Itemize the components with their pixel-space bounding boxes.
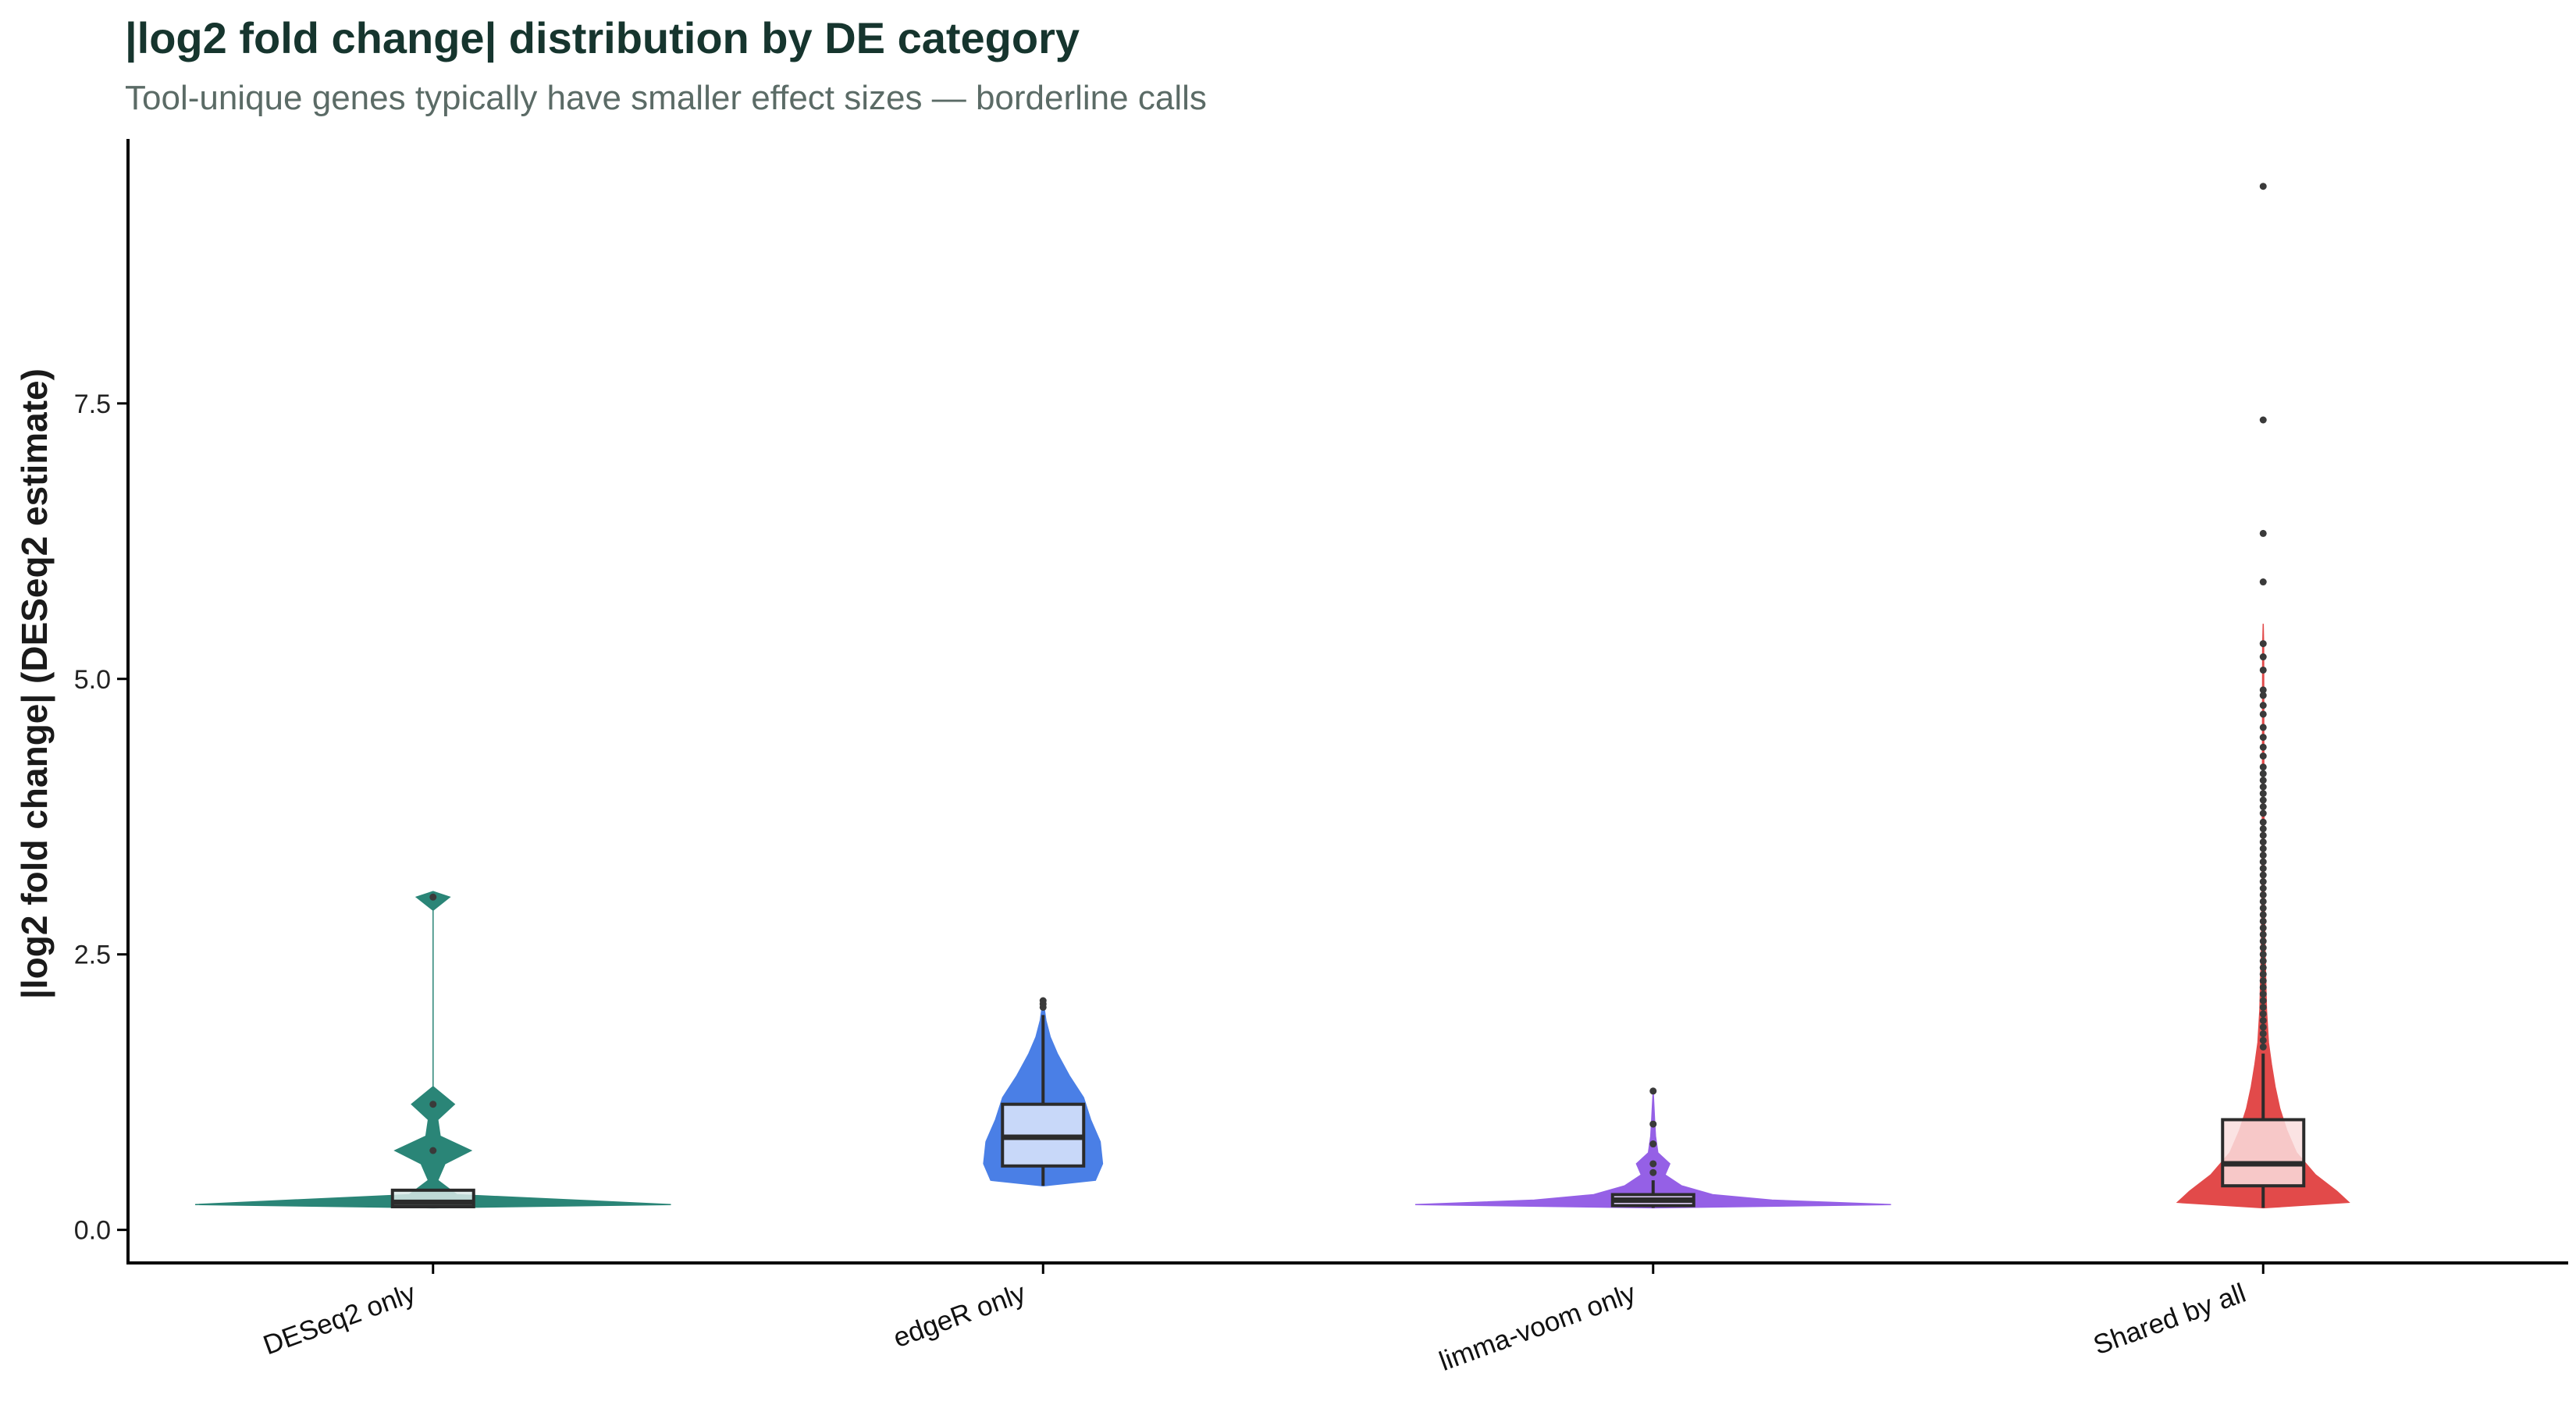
outlier-point-limma-voom-only [1649,1120,1657,1128]
outlier-point-shared-by-all [2259,809,2267,817]
outlier-point-shared-by-all [2259,977,2267,985]
outlier-point-shared-by-all [2259,984,2267,991]
outlier-point-shared-by-all [2259,1016,2267,1024]
outlier-point-limma-voom-only [1649,1087,1657,1095]
outlier-point-deseq2-only [429,893,437,901]
outlier-point-shared-by-all [2259,743,2267,751]
outlier-point-shared-by-all [2259,640,2267,648]
outlier-point-shared-by-all [2259,752,2267,760]
x-tick-label-edger-only: edgeR only [889,1278,1030,1353]
outlier-point-shared-by-all [2259,924,2267,932]
outlier-point-shared-by-all [2259,416,2267,424]
outlier-point-shared-by-all [2259,898,2267,905]
outlier-point-shared-by-all [2259,878,2267,886]
outlier-point-shared-by-all [2259,686,2267,694]
outlier-point-shared-by-all [2259,884,2267,892]
outlier-point-shared-by-all [2259,944,2267,951]
x-tick-label-limma-voom-only: limma-voom only [1436,1278,1640,1377]
outlier-point-shared-by-all [2259,796,2267,804]
outlier-point-shared-by-all [2259,865,2267,873]
outlier-point-shared-by-all [2259,825,2267,833]
outlier-point-shared-by-all [2259,1030,2267,1037]
outlier-point-shared-by-all [2259,777,2267,784]
outlier-point-shared-by-all [2259,911,2267,919]
outlier-point-shared-by-all [2259,904,2267,912]
outlier-point-shared-by-all [2259,838,2267,846]
outlier-point-shared-by-all [2259,1023,2267,1031]
outlier-point-shared-by-all [2259,970,2267,978]
outlier-point-shared-by-all [2259,710,2267,718]
outlier-point-shared-by-all [2259,653,2267,661]
outlier-point-limma-voom-only [1649,1140,1657,1148]
violin-deseq2-only [194,891,671,1209]
plot-area: 0.0 2.5 5.0 7.5 DESeq2 only edgeR only limma-v… [74,183,2350,1377]
outlier-point-edger-only [1039,997,1047,1005]
y-tick-label: 7.5 [74,389,111,419]
outlier-point-shared-by-all [2259,1043,2267,1051]
outlier-point-limma-voom-only [1649,1160,1657,1168]
outlier-point-shared-by-all [2259,818,2267,826]
outlier-point-shared-by-all [2259,1010,2267,1018]
chart-title: |log2 fold change| distribution by DE ca… [125,13,1080,63]
outlier-point-deseq2-only [429,1147,437,1154]
outlier-point-shared-by-all [2259,930,2267,938]
outlier-point-shared-by-all [2259,183,2267,190]
outlier-point-shared-by-all [2259,529,2267,537]
outlier-point-shared-by-all [2259,1037,2267,1044]
outlier-point-shared-by-all [2259,734,2267,742]
outlier-point-shared-by-all [2259,692,2267,699]
outlier-point-shared-by-all [2259,891,2267,898]
outlier-point-shared-by-all [2259,790,2267,798]
outlier-point-shared-by-all [2259,858,2267,866]
chart-subtitle: Tool-unique genes typically have smaller… [125,79,1207,117]
outlier-point-deseq2-only [429,1101,437,1108]
x-tick-label-shared-by-all: Shared by all [2090,1278,2250,1361]
outlier-point-shared-by-all [2259,871,2267,879]
outlier-point-shared-by-all [2259,964,2267,972]
y-tick-label: 5.0 [74,665,111,695]
outlier-point-shared-by-all [2259,803,2267,811]
outlier-point-shared-by-all [2259,724,2267,731]
outlier-point-shared-by-all [2259,937,2267,945]
outlier-point-shared-by-all [2259,957,2267,965]
x-tick-label-deseq2-only: DESeq2 only [259,1278,420,1361]
outlier-point-shared-by-all [2259,991,2267,998]
box-shared-by-all [2221,1118,2306,1188]
outlier-point-shared-by-all [2259,997,2267,1005]
outlier-point-shared-by-all [2259,917,2267,925]
outlier-point-shared-by-all [2259,666,2267,674]
y-tick-label: 0.0 [74,1216,111,1246]
outlier-point-shared-by-all [2259,702,2267,710]
outlier-point-shared-by-all [2259,951,2267,959]
outlier-point-shared-by-all [2259,831,2267,839]
outlier-point-shared-by-all [2259,763,2267,771]
outlier-point-shared-by-all [2259,852,2267,859]
outlier-point-shared-by-all [2259,1003,2267,1011]
outlier-point-limma-voom-only [1649,1168,1657,1176]
outlier-point-shared-by-all [2259,845,2267,852]
y-axis-label: |log2 fold change| (DESeq2 estimate) [14,368,55,999]
outlier-point-shared-by-all [2259,783,2267,791]
y-tick-label: 2.5 [74,941,111,970]
outlier-point-shared-by-all [2259,578,2267,586]
outlier-point-shared-by-all [2259,770,2267,777]
